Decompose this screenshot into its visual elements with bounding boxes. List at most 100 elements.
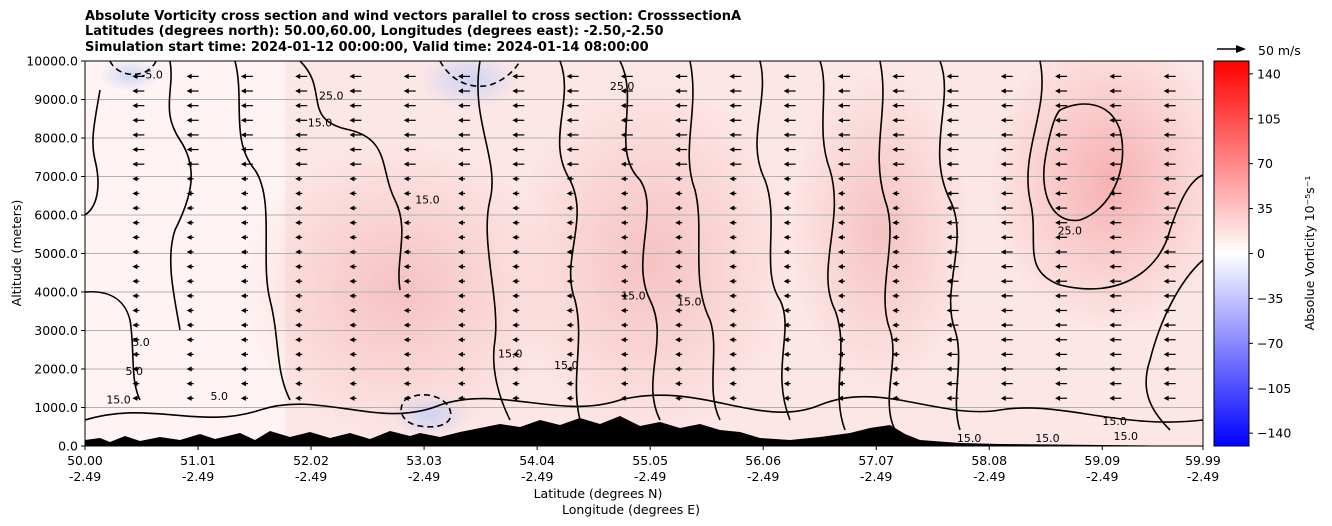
- wind-vector-head: [1109, 73, 1115, 79]
- wind-vector-head: [1109, 161, 1115, 167]
- wind-vector-head: [1109, 278, 1115, 284]
- wind-vector-head: [783, 146, 789, 153]
- wind-vector-head: [946, 88, 952, 94]
- wind-vector-head: [566, 234, 572, 240]
- wind-vector-head: [620, 103, 626, 109]
- wind-vector-head: [783, 176, 789, 182]
- wind-vector-head: [620, 263, 626, 270]
- x-tick-label-lat: 56.06: [745, 453, 781, 468]
- wind-vector-head: [566, 351, 572, 357]
- wind-vector-head: [295, 161, 301, 167]
- wind-vector-head: [783, 322, 789, 328]
- wind-vector-head: [186, 278, 192, 284]
- quiver-key-label: 50 m/s: [1258, 43, 1301, 58]
- wind-vector-head: [1000, 381, 1006, 387]
- wind-vector-head: [729, 103, 735, 109]
- wind-vector-head: [186, 146, 192, 153]
- wind-vector-head: [837, 351, 843, 357]
- wind-vector-head: [620, 249, 626, 255]
- wind-vector-head: [783, 205, 789, 211]
- wind-vector-head: [566, 307, 572, 314]
- wind-vector-head: [837, 381, 843, 387]
- wind-vector-head: [132, 366, 138, 372]
- wind-vector-head: [458, 117, 464, 123]
- wind-vector-head: [403, 307, 409, 314]
- wind-vector-head: [132, 73, 138, 79]
- wind-vector-head: [783, 395, 789, 401]
- x-tick-label-lat: 53.03: [406, 453, 442, 468]
- wind-vector-head: [1000, 132, 1006, 138]
- wind-vector-head: [512, 117, 518, 123]
- wind-vector-head: [403, 132, 409, 138]
- y-tick-label: 7000.0: [34, 169, 78, 184]
- wind-vector-head: [1163, 220, 1169, 226]
- wind-vector-head: [1000, 117, 1006, 123]
- wind-vector-head: [1055, 176, 1061, 182]
- contour-line: [558, 61, 581, 421]
- wind-vector-head: [240, 103, 246, 109]
- wind-vector-head: [132, 395, 138, 401]
- wind-vector-head: [620, 73, 626, 79]
- wind-vector-head: [620, 161, 626, 167]
- y-tick-label: 9000.0: [34, 92, 78, 107]
- y-tick-label: 0.0: [58, 439, 78, 454]
- x-tick-label-lat: 59.99: [1185, 453, 1221, 468]
- wind-vector-head: [946, 395, 952, 401]
- wind-vector-head: [349, 132, 355, 138]
- wind-vector-head: [132, 205, 138, 211]
- wind-vector-head: [295, 132, 301, 138]
- x-tick-label-lat: 50.00: [67, 453, 103, 468]
- wind-vector-head: [512, 366, 518, 372]
- contour-label: -5.0: [141, 68, 162, 81]
- wind-vector-head: [349, 307, 355, 314]
- wind-vector-head: [1000, 176, 1006, 182]
- wind-vector-head: [1163, 293, 1169, 299]
- wind-vector-head: [1055, 132, 1061, 138]
- y-tick-label: 5000.0: [34, 246, 78, 261]
- contour-label: 15.0: [308, 51, 333, 64]
- wind-vector-head: [295, 146, 301, 153]
- vorticity-max-region: [990, 61, 1203, 330]
- wind-vector-head: [620, 88, 626, 94]
- y-tick-label: 6000.0: [34, 208, 78, 223]
- wind-vector-head: [1055, 381, 1061, 387]
- wind-vector-head: [837, 234, 843, 240]
- wind-vector-head: [349, 73, 355, 79]
- wind-vector-head: [512, 293, 518, 299]
- wind-vector-head: [1163, 234, 1169, 240]
- colorbar-tick-label: 35: [1257, 201, 1273, 216]
- wind-vector-head: [837, 103, 843, 109]
- wind-vector-head: [1055, 293, 1061, 299]
- wind-vector-head: [620, 395, 626, 401]
- wind-vector-head: [783, 190, 789, 197]
- wind-vector-head: [295, 220, 301, 226]
- wind-vector-head: [403, 395, 409, 401]
- wind-vector-head: [240, 161, 246, 167]
- wind-vector-head: [132, 103, 138, 109]
- wind-vector-head: [729, 293, 735, 299]
- contour-line: [1145, 259, 1203, 431]
- wind-vector-head: [132, 132, 138, 138]
- gridlines: [85, 99, 1203, 408]
- wind-vector-head: [295, 205, 301, 211]
- wind-vector-head: [620, 190, 626, 197]
- wind-vector-head: [783, 249, 789, 255]
- wind-vector-head: [186, 132, 192, 138]
- wind-vector-head: [675, 73, 681, 79]
- wind-vector-head: [512, 88, 518, 94]
- contour-label: 5.0: [132, 336, 150, 349]
- wind-vector-head: [566, 337, 572, 343]
- wind-vector-head: [620, 322, 626, 328]
- wind-vector-head: [783, 132, 789, 138]
- wind-vector-head: [729, 176, 735, 182]
- wind-vector-head: [240, 234, 246, 240]
- wind-vector-head: [240, 337, 246, 343]
- wind-vector-head: [892, 132, 898, 138]
- wind-vector-head: [783, 73, 789, 79]
- wind-vector-head: [729, 366, 735, 372]
- y-tick-label: 2000.0: [34, 362, 78, 377]
- wind-vector-head: [1109, 263, 1115, 270]
- wind-vector-head: [186, 351, 192, 357]
- wind-vector-head: [566, 263, 572, 270]
- wind-vector-head: [240, 307, 246, 314]
